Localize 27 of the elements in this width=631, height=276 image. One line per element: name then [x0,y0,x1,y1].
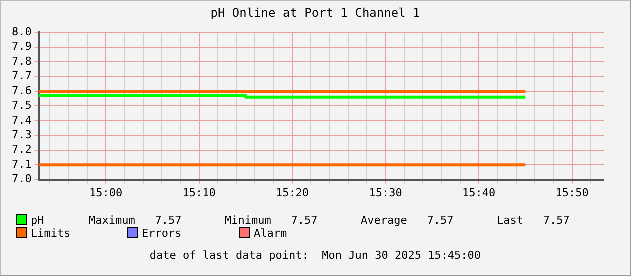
legend-label: Alarm [253,227,288,240]
y-tick-label: 7.7 [12,70,32,83]
x-tick-label: 15:20 [276,186,310,200]
legend-label: pH [30,214,44,227]
text: Minimum 7.57 [225,214,318,227]
text: date of last data point: Mon Jun 30 2025 15:45:00 [148,249,482,262]
x-tick-label: 15:00 [89,186,123,200]
x-tick-label: 15:10 [182,186,216,200]
text: Last 7.57 [497,214,570,227]
y-tick-label: 8.0 [12,25,32,38]
legend-label: Limits [30,227,71,240]
legend-label: Errors [141,227,182,240]
y-tick-label: 7.8 [12,54,32,68]
x-tick-label: 15:40 [462,186,496,200]
chart-title: pH Online at Port 1 Channel 1 [210,6,422,20]
y-tick-label: 7.5 [12,99,32,112]
y-tick-label: 7.1 [12,158,32,171]
text: Average 7.57 [361,214,454,227]
y-tick-label: 7.2 [12,143,32,156]
y-tick-label: 7.0 [12,172,32,186]
y-tick-label: 7.9 [12,40,32,54]
x-tick-label: 15:30 [369,186,402,200]
y-tick-label: 7.6 [12,84,32,98]
x-tick-label: 15:50 [556,186,589,200]
y-tick-label: 7.4 [12,114,32,127]
text: Maximum 7.57 [89,214,182,227]
y-tick-label: 7.3 [12,128,32,142]
